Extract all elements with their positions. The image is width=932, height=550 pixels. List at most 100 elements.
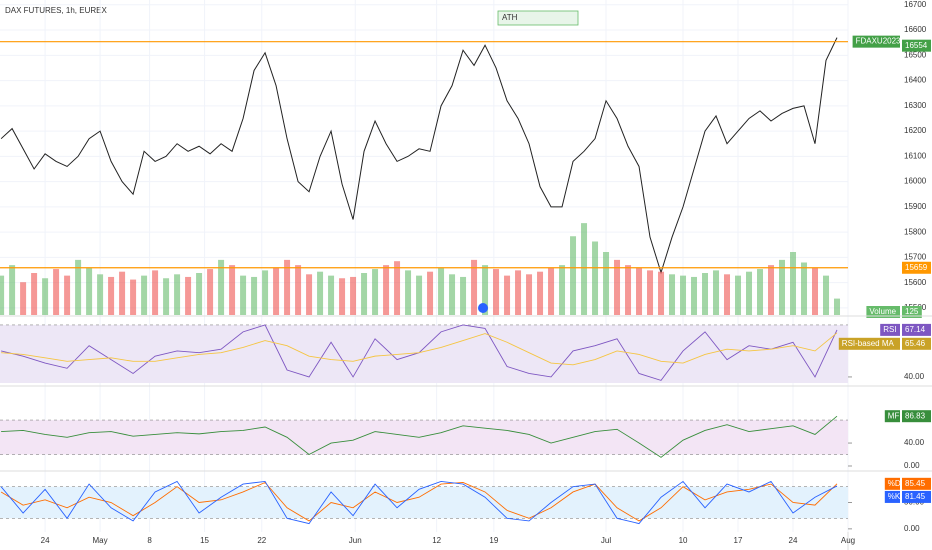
volume-bar (295, 265, 302, 315)
volume-bar (394, 261, 401, 315)
y-tick-label: 16400 (904, 76, 927, 85)
volume-bar (383, 265, 390, 315)
volume-bar (0, 275, 5, 315)
series-line (0, 37, 838, 275)
volume-bar (108, 276, 115, 315)
volume-bar (757, 269, 764, 315)
tag-box (902, 477, 931, 490)
volume-bar (20, 282, 27, 315)
annotation: ATH (502, 13, 518, 22)
volume-bar (570, 236, 577, 315)
y-tick-label: 16600 (904, 25, 927, 34)
x-tick-label: 19 (489, 536, 498, 545)
y-tick-label: 16700 (904, 0, 927, 9)
tag-label: 125 (905, 307, 919, 316)
x-tick-label: 10 (679, 536, 688, 545)
tag-box (884, 490, 900, 503)
tag-box (866, 306, 900, 318)
tag-label: %K (888, 492, 901, 501)
volume-bar (31, 273, 38, 315)
x-tick-label: May (93, 536, 108, 545)
volume-bar (361, 273, 368, 315)
volume-bar (537, 271, 544, 315)
volume-bar (636, 267, 643, 315)
pane (0, 324, 848, 383)
volume-bar (339, 278, 346, 315)
volume-bar (603, 252, 610, 315)
volume-bar (130, 279, 137, 315)
volume-bar (64, 275, 71, 315)
volume-bar (812, 267, 819, 315)
tag-label: 67.14 (905, 325, 926, 334)
volume-bar (240, 275, 247, 315)
tag-box (902, 261, 931, 274)
volume-bar (9, 265, 16, 315)
tag-label: %D (888, 479, 901, 488)
volume-bar (207, 269, 214, 315)
x-tick-label: 22 (257, 536, 266, 545)
volume-bar (625, 265, 632, 315)
volume-bar (119, 271, 126, 315)
x-tick-label: 15 (200, 536, 209, 545)
volume-bar (372, 269, 379, 315)
tag-box (902, 306, 922, 318)
volume-bar (669, 274, 676, 315)
event-icon (478, 303, 488, 313)
volume-bar (262, 270, 269, 315)
tag-label: 81.45 (905, 492, 926, 501)
tag-box (902, 490, 931, 503)
y-tick-label: 16100 (904, 151, 927, 160)
x-tick-label: 12 (432, 536, 441, 545)
volume-bar (42, 278, 49, 315)
series-line (1, 332, 838, 366)
volume-bar (581, 223, 588, 315)
tag-label: 16554 (905, 41, 928, 50)
volume-bar (801, 262, 808, 315)
volume-bar (779, 259, 786, 315)
volume-bar (460, 276, 467, 315)
y-tick-label: 15900 (904, 202, 927, 211)
y-tick-label: 15800 (904, 227, 927, 236)
volume-bar (790, 252, 797, 315)
volume-bar (526, 274, 533, 315)
pane (0, 4, 848, 315)
tag-label: RSI (883, 325, 896, 334)
volume-bar (702, 273, 709, 315)
volume-bar (438, 267, 445, 315)
volume-bar (482, 265, 489, 315)
y-tick-label: 0.00 (904, 524, 920, 533)
volume-bar (86, 267, 93, 315)
tag-label: FDAXU2023 (856, 37, 901, 46)
volume-bar (306, 274, 313, 315)
y-tick-label: 16000 (904, 177, 927, 186)
tag-box (880, 323, 900, 336)
tag-box (902, 337, 931, 350)
tag-box (902, 323, 931, 336)
volume-bar (317, 271, 324, 315)
volume-bar (768, 265, 775, 315)
volume-bar (416, 275, 423, 315)
pane (0, 480, 848, 525)
tag-box (838, 337, 900, 350)
tag-label: Volume (869, 307, 896, 316)
volume-bar (405, 270, 412, 315)
volume-bar (251, 276, 258, 315)
volume-bar (614, 259, 621, 315)
pane (0, 415, 848, 458)
tag-label: 15659 (905, 263, 928, 272)
volume-bar (350, 276, 357, 315)
volume-bar (647, 270, 654, 315)
volume-bar (196, 273, 203, 315)
volume-bar (163, 278, 170, 315)
x-tick-label: 17 (734, 536, 743, 545)
volume-bar (427, 271, 434, 315)
volume-bar (658, 271, 665, 315)
y-tick-label: 15600 (904, 278, 927, 287)
tag-label: 86.83 (905, 411, 926, 420)
volume-bar (97, 274, 104, 315)
x-tick-label: Jun (349, 536, 362, 545)
volume-bar (592, 241, 599, 315)
volume-bar (548, 267, 555, 315)
volume-bar (185, 276, 192, 315)
